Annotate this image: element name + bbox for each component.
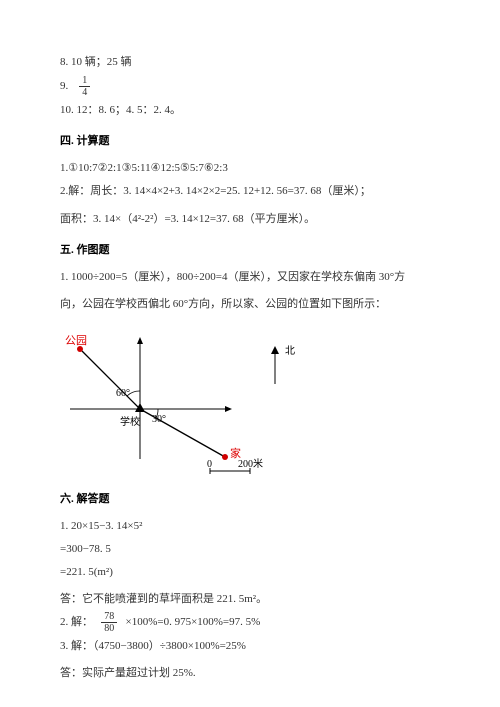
diagram-svg: 公园 家 学校 60° 30° 北 0 200米 — [60, 329, 320, 479]
sec6-l5b: ×100%=0. 975×100%=97. 5% — [126, 617, 261, 629]
sec6-l6: 3. 解：（4750−3800）÷3800×100%=25% — [60, 636, 440, 657]
sec4-line1: 1.①10:7②2:1③5:11④12:5⑤5:7⑥2:3 — [60, 158, 440, 179]
a9-den: 4 — [79, 87, 90, 98]
sec6-l3: =221. 5(m²) — [60, 562, 440, 583]
sec4-line3: 面积：3. 14×（4²-2²）=3. 14×12=37. 68（平方厘米）。 — [60, 209, 440, 230]
sec6-l2: =300−78. 5 — [60, 539, 440, 560]
label-north: 北 — [285, 345, 295, 357]
answer-8: 8. 10 辆；25 辆 — [60, 52, 440, 73]
diagram-container: 公园 家 学校 60° 30° 北 0 200米 — [60, 329, 440, 479]
answer-9: 9. 1 4 — [60, 75, 440, 98]
section-5-title: 五. 作图题 — [60, 240, 440, 261]
sec6-l5a: 2. 解： — [60, 617, 93, 629]
label-30: 30° — [152, 414, 166, 425]
section-6-title: 六. 解答题 — [60, 489, 440, 510]
scale-0: 0 — [207, 459, 212, 470]
label-school: 学校 — [120, 415, 140, 428]
sec5-line1: 1. 1000÷200=5（厘米），800÷200=4（厘米），又因家在学校东偏… — [60, 267, 440, 288]
a9-prefix: 9. — [60, 80, 68, 92]
label-park: 公园 — [65, 334, 87, 347]
sec6-l5: 2. 解： 78 80 ×100%=0. 975×100%=97. 5% — [60, 611, 440, 634]
section-4-title: 四. 计算题 — [60, 131, 440, 152]
sec6-fraction: 78 80 — [101, 611, 117, 634]
a9-fraction: 1 4 — [79, 75, 90, 98]
label-60: 60° — [116, 388, 130, 399]
sec6-l4: 答：它不能喷灌到的草坪面积是 221. 5m²。 — [60, 589, 440, 610]
sec6-l1: 1. 20×15−3. 14×5² — [60, 516, 440, 537]
sec6-den: 80 — [101, 623, 117, 634]
sec6-num: 78 — [101, 611, 117, 623]
label-home: 家 — [230, 446, 241, 460]
scale-200: 200米 — [238, 457, 263, 470]
a9-num: 1 — [79, 75, 90, 87]
sec4-line2: 2.解：周长：3. 14×4×2+3. 14×2×2=25. 12+12. 56… — [60, 181, 440, 202]
answer-10: 10. 12：8. 6；4. 5：2. 4。 — [60, 100, 440, 121]
sec6-l7: 答：实际产量超过计划 25%. — [60, 663, 440, 684]
sec5-line2: 向，公园在学校西偏北 60°方向，所以家、公园的位置如下图所示： — [60, 294, 440, 315]
